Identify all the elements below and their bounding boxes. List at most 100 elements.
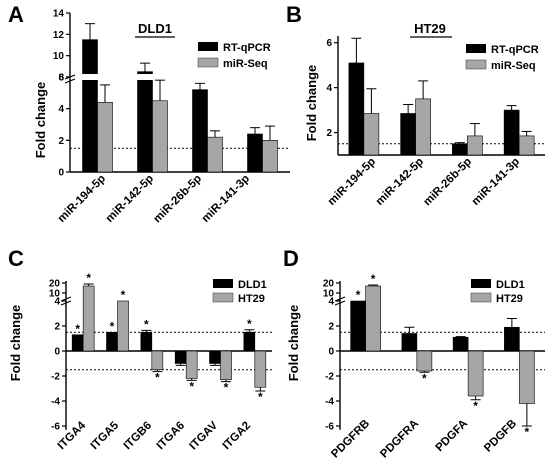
- panel-c-category-label: ITGA6: [155, 420, 187, 452]
- panel-c-significance-star: *: [75, 322, 80, 336]
- panel-c-y-tick-label: 2: [54, 322, 60, 333]
- panel-c-significance-star: *: [144, 317, 149, 331]
- panel-b-bar: [518, 135, 535, 156]
- panel-d-y-tick-label: 2: [328, 322, 334, 333]
- panel-a-bar: [97, 102, 113, 173]
- panel-d-category-label: PDGFRB: [329, 418, 372, 461]
- panel-b-category-label: miR-26b-5p: [421, 156, 474, 209]
- panel-d-y-tick-label: -4: [325, 397, 334, 408]
- panel-label-c: C: [8, 246, 24, 271]
- panel-c-category-label: ITGA5: [89, 419, 122, 452]
- panel-c-significance-star: *: [110, 319, 115, 333]
- panel-d-category-label: PDGFRA: [378, 418, 421, 461]
- legend-label-dld1: DLD1: [238, 279, 267, 291]
- axis-break-mark: [334, 296, 346, 302]
- panel-d-y-tick-label: -6: [325, 422, 334, 433]
- panel-c-bar: [106, 331, 118, 352]
- panel-a-bar-break-gap: [81, 74, 99, 80]
- panel-b-bars: [348, 37, 535, 156]
- panel-b-category-label: miR-141-3p: [470, 156, 522, 208]
- legend-swatch-ht29: [470, 292, 492, 303]
- panel-b-category-labels: miR-194-5p miR-142-5p miR-26b-5p miR-141…: [326, 156, 522, 209]
- panel-d-significance-star: *: [525, 425, 530, 439]
- panel-c-bar: [174, 350, 187, 364]
- panel-c-bar: [243, 331, 256, 352]
- panel-c-category-label: ITGA2: [221, 420, 253, 452]
- panel-a-bar: [207, 136, 223, 173]
- panel-a-category-labels: miR-194-5p miR-142-5p miR-26b-5p miR-141…: [56, 173, 252, 226]
- panel-d-significance-star: *: [473, 399, 478, 413]
- panel-c-bar: [254, 350, 267, 388]
- panel-c-significance-star: *: [247, 317, 252, 331]
- panel-d-bar: [365, 285, 381, 352]
- panel-a-y-tick-label: 8: [58, 73, 64, 84]
- panel-a-bar: [192, 89, 208, 173]
- panel-b-bar: [415, 98, 431, 156]
- axis-break-mark: [60, 296, 72, 302]
- panel-d-y-tick-label: 10: [323, 289, 335, 300]
- panel-c-category-label: ITGB6: [122, 420, 154, 452]
- panel-b-bar: [467, 135, 483, 156]
- panel-a-category-label: miR-141-3p: [200, 173, 252, 225]
- panel-c-y-tick-label: 4: [54, 297, 60, 308]
- panel-d-legend: DLD1 HT29: [470, 279, 525, 305]
- panel-c-y-tick-label: -2: [51, 372, 60, 383]
- legend-swatch-dld1: [213, 279, 233, 288]
- panel-c-bar: [220, 350, 232, 381]
- panel-d-bar: [416, 350, 433, 372]
- panel-c-bars: * * * * * * * * * *: [71, 271, 267, 404]
- legend-label-mir-seq: miR-Seq: [223, 58, 268, 70]
- panel-label-d: D: [283, 246, 299, 271]
- axis-break-mark: [334, 300, 346, 306]
- panel-a-bars: [81, 23, 278, 173]
- panel-d-bar: [519, 350, 535, 404]
- axis-break-mark: [60, 300, 72, 306]
- panel-a-y-tick-label: 2: [58, 136, 64, 147]
- panel-a-y-tick-label: 10: [53, 51, 65, 62]
- panel-d-category-label: PDGFA: [434, 418, 471, 455]
- panel-c-bar: [117, 300, 129, 352]
- panel-a-title: DLD1: [138, 21, 172, 36]
- panel-a-bar: [82, 39, 98, 173]
- panel-a-legend: RT-qPCR miR-Seq: [197, 42, 271, 70]
- panel-b-category-label: miR-142-5p: [374, 156, 426, 208]
- panel-c-significance-star: *: [189, 379, 194, 393]
- panel-d-category-labels: PDGFRB PDGFRA PDGFA PDGFB: [329, 418, 519, 461]
- panel-a-y-label: Fold change: [33, 82, 48, 159]
- panel-a-y-tick-label: 4: [58, 104, 64, 115]
- legend-swatch-mir-seq: [197, 57, 219, 68]
- panel-c-bar: [209, 350, 221, 364]
- panel-c-bar: [140, 331, 153, 352]
- panel-a-bar: [247, 133, 263, 173]
- panel-b-bar: [348, 62, 365, 156]
- panel-b-title: HT29: [414, 21, 446, 36]
- panel-d-bar: [401, 333, 418, 352]
- panel-c-bar: [185, 350, 198, 379]
- panel-d-bar: [350, 300, 366, 352]
- panel-d-category-label: PDGFB: [482, 418, 519, 455]
- legend-label-rt-qpcr: RT-qPCR: [491, 44, 539, 56]
- panel-c-category-label: ITGAV: [187, 419, 220, 452]
- legend-swatch-ht29: [212, 292, 234, 303]
- panel-b-bar: [452, 143, 468, 156]
- legend-label-ht29: HT29: [496, 293, 523, 305]
- panel-c-significance-star: *: [155, 371, 160, 385]
- axis-break-mark: [64, 78, 76, 84]
- panel-a-bar: [262, 140, 278, 173]
- panel-a-y-tick-label: 14: [53, 9, 65, 20]
- panel-a-bar: [152, 100, 168, 173]
- panel-a-bar-break-gap: [136, 74, 154, 80]
- panel-b-y-label: Fold change: [304, 65, 319, 142]
- panel-d-bars: * * * * *: [350, 272, 535, 439]
- panel-b: B HT29 Fold change 2 4 6 RT-qPCR miR-Seq m…: [286, 2, 545, 208]
- panel-label-a: A: [8, 2, 24, 27]
- panel-a-y-tick-label: 6: [58, 73, 64, 84]
- panel-c-significance-star: *: [224, 381, 229, 395]
- panel-c-category-labels: ITGA4 ITGA5 ITGB6 ITGA6 ITGAV ITGA2: [56, 419, 253, 452]
- panel-b-bar: [363, 113, 380, 156]
- panel-c-category-label: ITGA4: [56, 419, 89, 452]
